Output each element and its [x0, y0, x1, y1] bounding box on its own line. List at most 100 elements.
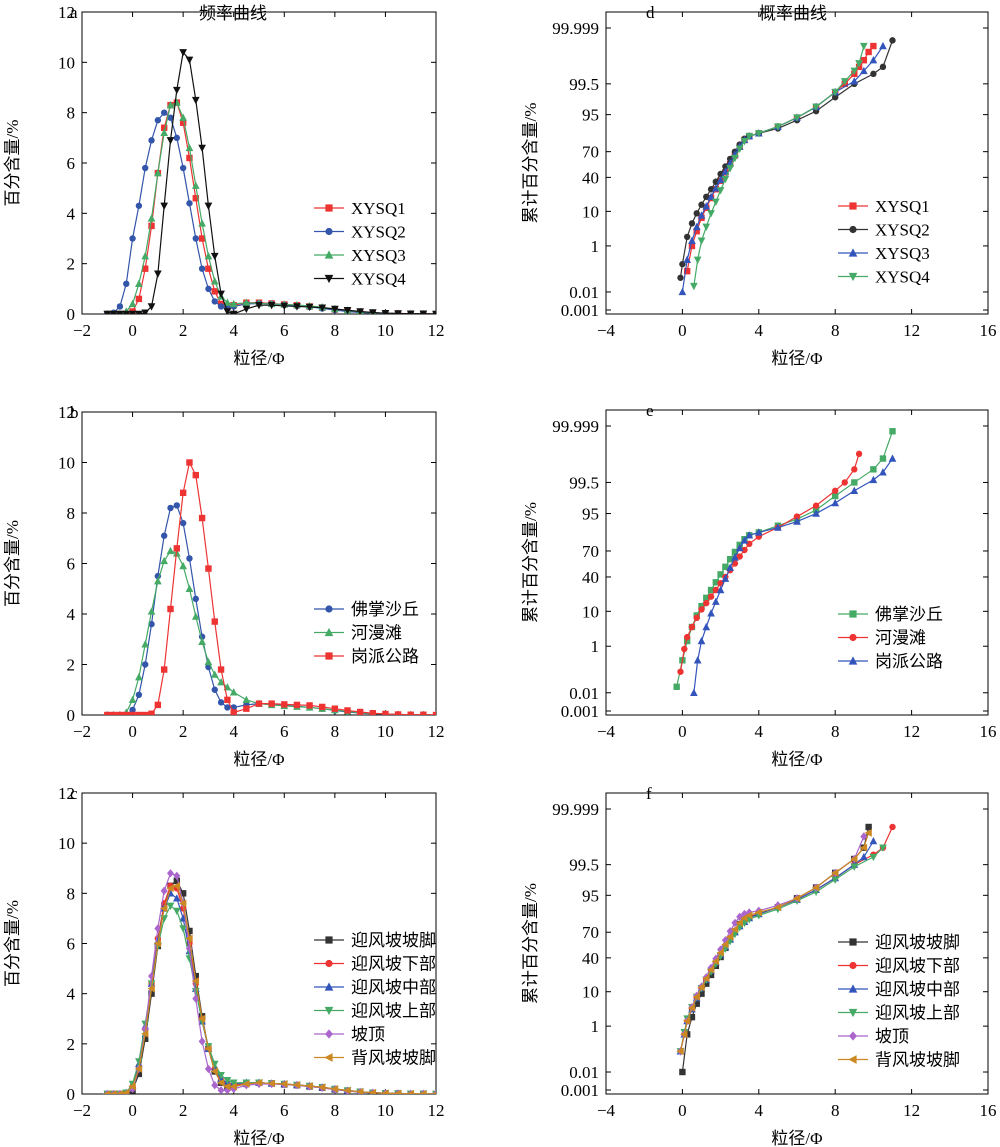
- data-point: [850, 67, 859, 76]
- series-line: [676, 431, 894, 687]
- data-point: [160, 109, 168, 116]
- plot-area: [676, 823, 896, 1076]
- data-point: [160, 904, 168, 913]
- y-tick-label: 0: [67, 706, 76, 725]
- legend-label: 佛掌沙丘: [351, 600, 419, 619]
- y-axis-label: 百分含量/%: [3, 900, 22, 987]
- data-point: [688, 220, 696, 227]
- series-4: [690, 42, 868, 291]
- data-point: [693, 210, 700, 217]
- data-point: [860, 57, 868, 64]
- data-point: [192, 471, 199, 479]
- data-point: [731, 548, 739, 556]
- data-point: [204, 657, 213, 666]
- data-point: [172, 907, 181, 916]
- data-point: [735, 919, 743, 927]
- data-point: [254, 1078, 263, 1087]
- y-tick-label: 0.001: [561, 301, 599, 320]
- data-point: [860, 852, 868, 861]
- data-point: [115, 1090, 124, 1094]
- data-point: [773, 903, 782, 912]
- data-point: [419, 1089, 427, 1094]
- data-point: [192, 994, 200, 1003]
- data-point: [879, 468, 887, 476]
- x-axis-label: 粒径/Φ: [771, 1129, 822, 1147]
- x-tick-label: −4: [597, 722, 616, 741]
- y-tick-label: 12: [58, 784, 75, 803]
- legend-marker: [325, 1029, 333, 1039]
- data-point: [676, 1047, 684, 1056]
- y-tick-label: 4: [67, 204, 76, 223]
- data-point: [198, 265, 206, 272]
- data-point: [205, 285, 212, 293]
- data-point: [210, 252, 219, 261]
- data-point: [754, 908, 762, 917]
- data-point: [420, 711, 427, 715]
- data-point: [702, 223, 711, 232]
- data-point: [186, 555, 193, 562]
- data-point: [292, 1081, 301, 1089]
- data-point: [160, 128, 169, 136]
- legend-label: XYSQ1: [351, 199, 406, 218]
- x-tick-label: 2: [179, 321, 188, 340]
- data-point: [242, 695, 251, 704]
- legend-label: XYSQ4: [875, 268, 930, 287]
- data-point: [204, 251, 213, 260]
- data-point: [319, 703, 326, 711]
- plot-frame: [605, 792, 989, 1095]
- data-point: [716, 175, 725, 184]
- data-point: [179, 890, 187, 897]
- data-point: [242, 298, 251, 306]
- data-point: [717, 170, 724, 178]
- data-point: [369, 710, 376, 715]
- data-point: [703, 193, 710, 201]
- data-point: [198, 1037, 206, 1046]
- x-tick-label: 16: [980, 1101, 997, 1120]
- data-point: [198, 144, 206, 153]
- data-point: [217, 290, 225, 299]
- data-point: [147, 607, 156, 615]
- data-point: [148, 710, 155, 715]
- data-point: [153, 939, 162, 948]
- data-point: [147, 984, 155, 993]
- data-point: [142, 661, 149, 668]
- y-tick-label: 95: [582, 106, 599, 125]
- data-point: [179, 561, 187, 570]
- data-point: [229, 310, 238, 314]
- data-point: [840, 78, 849, 86]
- data-point: [690, 282, 698, 291]
- data-point: [831, 869, 839, 877]
- x-tick-label: 6: [280, 1101, 289, 1120]
- data-point: [122, 310, 131, 314]
- legend-label: 迎风坡中部: [351, 978, 436, 997]
- data-point: [688, 623, 696, 631]
- data-point: [745, 911, 753, 920]
- data-point: [731, 154, 739, 163]
- data-point: [223, 1082, 231, 1091]
- data-point: [186, 927, 193, 935]
- y-axis-label: 百分含量/%: [3, 520, 22, 607]
- series-line: [693, 45, 865, 287]
- data-point: [688, 242, 696, 250]
- data-point: [141, 640, 150, 648]
- data-point: [693, 1000, 700, 1007]
- data-point: [865, 48, 872, 56]
- data-point: [223, 1077, 232, 1085]
- data-point: [693, 227, 700, 235]
- data-point: [204, 1064, 212, 1074]
- legend-marker: [848, 1055, 857, 1064]
- y-tick-label: 10: [582, 983, 599, 1002]
- data-point: [204, 202, 213, 210]
- data-point: [293, 303, 301, 311]
- data-point: [173, 877, 181, 884]
- data-point: [855, 60, 863, 68]
- data-point: [736, 912, 744, 921]
- legend-marker: [848, 1008, 858, 1018]
- data-point: [698, 606, 705, 613]
- y-axis-label: 累计百分含量/%: [521, 883, 540, 1004]
- x-tick-label: 12: [903, 321, 920, 340]
- legend-marker: [849, 202, 857, 210]
- data-point: [683, 233, 691, 241]
- data-point: [850, 77, 859, 85]
- legend-marker: [324, 982, 334, 991]
